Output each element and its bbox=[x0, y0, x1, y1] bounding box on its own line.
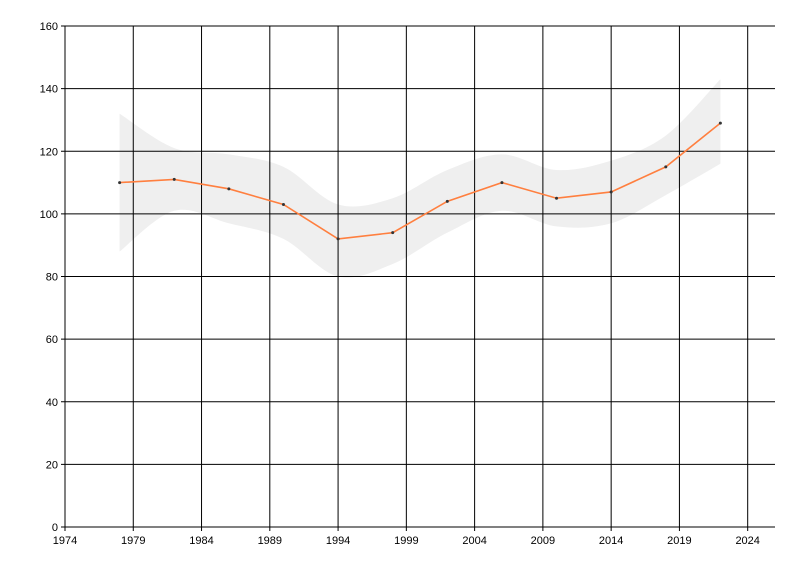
x-tick-label: 1994 bbox=[326, 535, 350, 547]
y-tick-label: 100 bbox=[40, 209, 58, 221]
x-tick-label: 1984 bbox=[189, 535, 213, 547]
data-point bbox=[336, 237, 340, 241]
data-point bbox=[227, 187, 231, 191]
x-tick-label: 2014 bbox=[599, 535, 623, 547]
x-tick-label: 2024 bbox=[735, 535, 759, 547]
x-tick-label: 1974 bbox=[53, 535, 77, 547]
y-tick-label: 60 bbox=[46, 334, 58, 346]
x-tick-label: 1999 bbox=[394, 535, 418, 547]
y-tick-label: 140 bbox=[40, 84, 58, 96]
x-tick-label: 2004 bbox=[462, 535, 486, 547]
data-point bbox=[391, 231, 395, 235]
data-point bbox=[664, 165, 668, 169]
data-point bbox=[172, 177, 176, 181]
x-tick-label: 2009 bbox=[531, 535, 555, 547]
data-point bbox=[609, 190, 613, 194]
y-tick-label: 0 bbox=[52, 522, 58, 534]
series-line bbox=[119, 122, 721, 240]
data-point bbox=[118, 181, 122, 185]
data-point bbox=[718, 121, 722, 125]
x-tick-label: 1989 bbox=[258, 535, 282, 547]
data-point bbox=[281, 202, 285, 206]
y-tick-label: 120 bbox=[40, 146, 58, 158]
y-tick-label: 20 bbox=[46, 459, 58, 471]
x-tick-label: 1979 bbox=[121, 535, 145, 547]
data-point bbox=[445, 199, 449, 203]
data-point bbox=[555, 196, 559, 200]
y-tick-label: 40 bbox=[46, 397, 58, 409]
y-tick-label: 80 bbox=[46, 272, 58, 284]
data-point bbox=[500, 181, 504, 185]
confidence-band bbox=[119, 79, 721, 278]
x-tick-label: 2019 bbox=[667, 535, 691, 547]
y-tick-label: 160 bbox=[40, 21, 58, 33]
